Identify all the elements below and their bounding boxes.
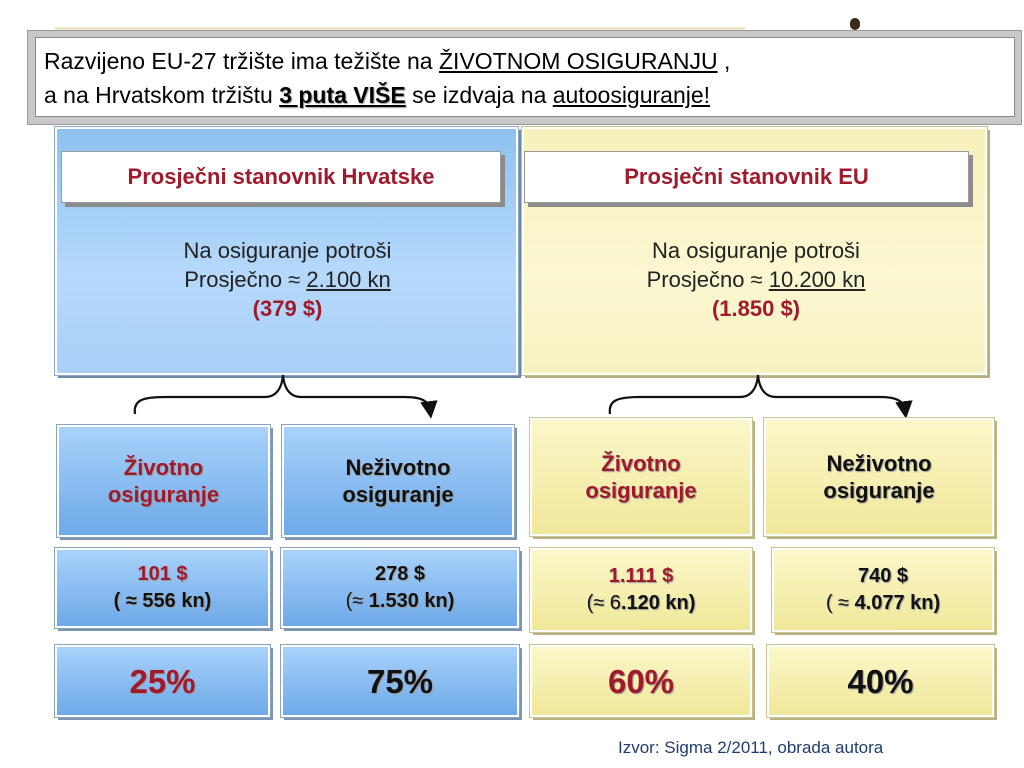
- croatia-life-usd: 101 $: [137, 563, 188, 585]
- croatia-nonlife-percent: 75%: [280, 644, 520, 718]
- eu-usd: (1.850 $): [711, 296, 801, 321]
- background-mark: [850, 18, 860, 30]
- eu-life-label: osiguranje: [585, 478, 697, 503]
- eu-average-prefix: Prosječno ≈: [646, 267, 769, 292]
- callout-line-1: Razvijeno EU-27 tržište ima težište na Ž…: [44, 44, 1006, 78]
- source-note: Izvor: Sigma 2/2011, obrada autora: [618, 738, 884, 757]
- croatia-average-prefix: Prosječno ≈: [184, 267, 307, 292]
- eu-life-usd: 1.111 $: [608, 565, 674, 587]
- callout-text: Razvijeno EU-27 tržište ima težište na: [44, 48, 439, 74]
- eu-life-category: Životno osiguranje: [529, 417, 753, 537]
- eu-nonlife-kn: 4.077 kn): [854, 592, 941, 614]
- croatia-life-percent: 25%: [54, 644, 271, 718]
- eu-panel-body: Na osiguranje potroši Prosječno ≈ 10.200…: [527, 236, 985, 323]
- eu-average-value: 10.200 kn: [768, 267, 866, 292]
- croatia-spend-line: Na osiguranje potroši: [183, 238, 392, 263]
- callout-line-2: a na Hrvatskom tržištu 3 puta VIŠE se iz…: [44, 78, 1006, 112]
- eu-average-line: Prosječno ≈ 10.200 kn: [527, 265, 985, 294]
- croatia-life-kn: 556 kn): [142, 590, 212, 612]
- callout-text: se izdvaja na: [405, 82, 553, 108]
- eu-life-kn: .120 kn): [620, 592, 696, 614]
- croatia-life-category: Životno osiguranje: [56, 424, 271, 538]
- title-callout: Razvijeno EU-27 tržište ima težište na Ž…: [35, 37, 1015, 117]
- eu-life-kn-prefix: (≈ 6: [586, 592, 621, 614]
- eu-nonlife-category: Neživotno osiguranje: [763, 417, 995, 537]
- croatia-life-kn-prefix: ( ≈: [113, 590, 143, 612]
- eu-nonlife-usd: 740 $: [857, 565, 909, 587]
- eu-nonlife-percent: 40%: [766, 644, 995, 718]
- croatia-panel-body: Na osiguranje potroši Prosječno ≈ 2.100 …: [60, 236, 515, 323]
- croatia-nonlife-kn: 1.530 kn): [368, 590, 455, 612]
- eu-nonlife-kn-prefix: ( ≈: [825, 592, 855, 614]
- croatia-life-label: osiguranje: [107, 482, 220, 507]
- callout-emphasis-three-times: 3 puta VIŠE: [279, 82, 406, 108]
- croatia-nonlife-label: Neživotno: [345, 455, 451, 480]
- croatia-nonlife-value: 278 $ (≈ 1.530 kn): [280, 547, 520, 629]
- callout-text: ,: [717, 48, 731, 74]
- croatia-average-value: 2.100 kn: [306, 267, 391, 292]
- eu-brace-arrow: [608, 374, 913, 419]
- croatia-panel-header: Prosječni stanovnik Hrvatske: [61, 151, 501, 203]
- eu-life-percent: 60%: [529, 644, 753, 718]
- eu-nonlife-label: osiguranje: [823, 478, 935, 503]
- croatia-usd: (379 $): [252, 296, 323, 321]
- eu-panel-header: Prosječni stanovnik EU: [524, 151, 969, 203]
- callout-emphasis-auto: autoosiguranje!: [552, 82, 711, 108]
- eu-nonlife-label: Neživotno: [826, 451, 932, 476]
- eu-life-label: Životno: [601, 451, 681, 476]
- croatia-nonlife-category: Neživotno osiguranje: [281, 424, 515, 538]
- eu-life-value: 1.111 $ (≈ 6.120 kn): [529, 547, 753, 633]
- callout-text: a na Hrvatskom tržištu: [44, 82, 280, 108]
- croatia-nonlife-kn-prefix: (≈: [345, 590, 369, 612]
- croatia-life-label: Životno: [123, 455, 204, 480]
- croatia-nonlife-label: osiguranje: [342, 482, 454, 507]
- croatia-brace-arrow: [133, 374, 438, 419]
- eu-nonlife-value: 740 $ ( ≈ 4.077 kn): [771, 547, 995, 633]
- croatia-average-line: Prosječno ≈ 2.100 kn: [60, 265, 515, 294]
- croatia-nonlife-usd: 278 $: [374, 563, 426, 585]
- callout-emphasis-life: ŽIVOTNOM OSIGURANJU: [439, 48, 718, 74]
- croatia-life-value: 101 $ ( ≈ 556 kn): [54, 547, 271, 629]
- eu-spend-line: Na osiguranje potroši: [652, 238, 860, 263]
